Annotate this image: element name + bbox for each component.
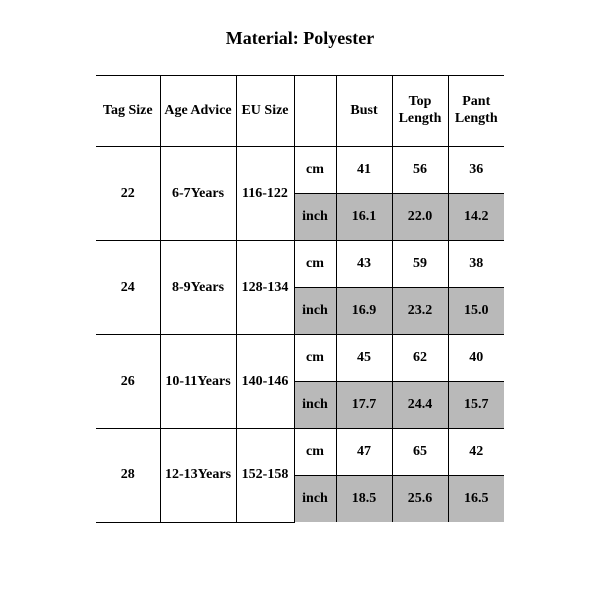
cell-top-length: 65 bbox=[392, 429, 448, 476]
col-age-advice: Age Advice bbox=[160, 76, 236, 147]
cell-bust: 43 bbox=[336, 241, 392, 288]
cell-bust: 16.1 bbox=[336, 194, 392, 241]
cell-top-length: 59 bbox=[392, 241, 448, 288]
cell-top-length: 25.6 bbox=[392, 476, 448, 523]
col-pant-length: Pant Length bbox=[448, 76, 504, 147]
table-row: 24 8-9Years 128-134 cm 43 59 38 bbox=[96, 241, 504, 288]
page-title: Material: Polyester bbox=[0, 28, 600, 49]
cell-pant-length: 38 bbox=[448, 241, 504, 288]
table-row: 28 12-13Years 152-158 cm 47 65 42 bbox=[96, 429, 504, 476]
cell-pant-length: 14.2 bbox=[448, 194, 504, 241]
cell-tag-size: 24 bbox=[96, 241, 160, 335]
cell-eu-size: 116-122 bbox=[236, 147, 294, 241]
cell-top-length: 24.4 bbox=[392, 382, 448, 429]
cell-eu-size: 128-134 bbox=[236, 241, 294, 335]
cell-unit: cm bbox=[294, 429, 336, 476]
table-header-row: Tag Size Age Advice EU Size Bust Top Len… bbox=[96, 76, 504, 147]
cell-eu-size: 140-146 bbox=[236, 335, 294, 429]
cell-unit: inch bbox=[294, 194, 336, 241]
col-unit bbox=[294, 76, 336, 147]
cell-bust: 17.7 bbox=[336, 382, 392, 429]
cell-pant-length: 15.0 bbox=[448, 288, 504, 335]
cell-top-length: 22.0 bbox=[392, 194, 448, 241]
cell-unit: inch bbox=[294, 288, 336, 335]
cell-age-advice: 8-9Years bbox=[160, 241, 236, 335]
table-row: 22 6-7Years 116-122 cm 41 56 36 bbox=[96, 147, 504, 194]
col-top-length: Top Length bbox=[392, 76, 448, 147]
cell-pant-length: 16.5 bbox=[448, 476, 504, 523]
page: Material: Polyester Tag Size Age Advice … bbox=[0, 0, 600, 600]
cell-unit: inch bbox=[294, 476, 336, 523]
cell-unit: inch bbox=[294, 382, 336, 429]
cell-pant-length: 15.7 bbox=[448, 382, 504, 429]
cell-age-advice: 12-13Years bbox=[160, 429, 236, 523]
cell-bust: 47 bbox=[336, 429, 392, 476]
cell-top-length: 56 bbox=[392, 147, 448, 194]
col-tag-size: Tag Size bbox=[96, 76, 160, 147]
cell-unit: cm bbox=[294, 241, 336, 288]
col-eu-size: EU Size bbox=[236, 76, 294, 147]
col-bust: Bust bbox=[336, 76, 392, 147]
cell-age-advice: 10-11Years bbox=[160, 335, 236, 429]
cell-tag-size: 26 bbox=[96, 335, 160, 429]
cell-eu-size: 152-158 bbox=[236, 429, 294, 523]
cell-top-length: 62 bbox=[392, 335, 448, 382]
cell-bust: 45 bbox=[336, 335, 392, 382]
cell-unit: cm bbox=[294, 335, 336, 382]
size-chart-table: Tag Size Age Advice EU Size Bust Top Len… bbox=[96, 75, 504, 523]
cell-bust: 16.9 bbox=[336, 288, 392, 335]
cell-pant-length: 42 bbox=[448, 429, 504, 476]
cell-age-advice: 6-7Years bbox=[160, 147, 236, 241]
cell-pant-length: 36 bbox=[448, 147, 504, 194]
cell-unit: cm bbox=[294, 147, 336, 194]
table-row: 26 10-11Years 140-146 cm 45 62 40 bbox=[96, 335, 504, 382]
cell-tag-size: 28 bbox=[96, 429, 160, 523]
cell-bust: 18.5 bbox=[336, 476, 392, 523]
cell-top-length: 23.2 bbox=[392, 288, 448, 335]
cell-pant-length: 40 bbox=[448, 335, 504, 382]
cell-bust: 41 bbox=[336, 147, 392, 194]
cell-tag-size: 22 bbox=[96, 147, 160, 241]
